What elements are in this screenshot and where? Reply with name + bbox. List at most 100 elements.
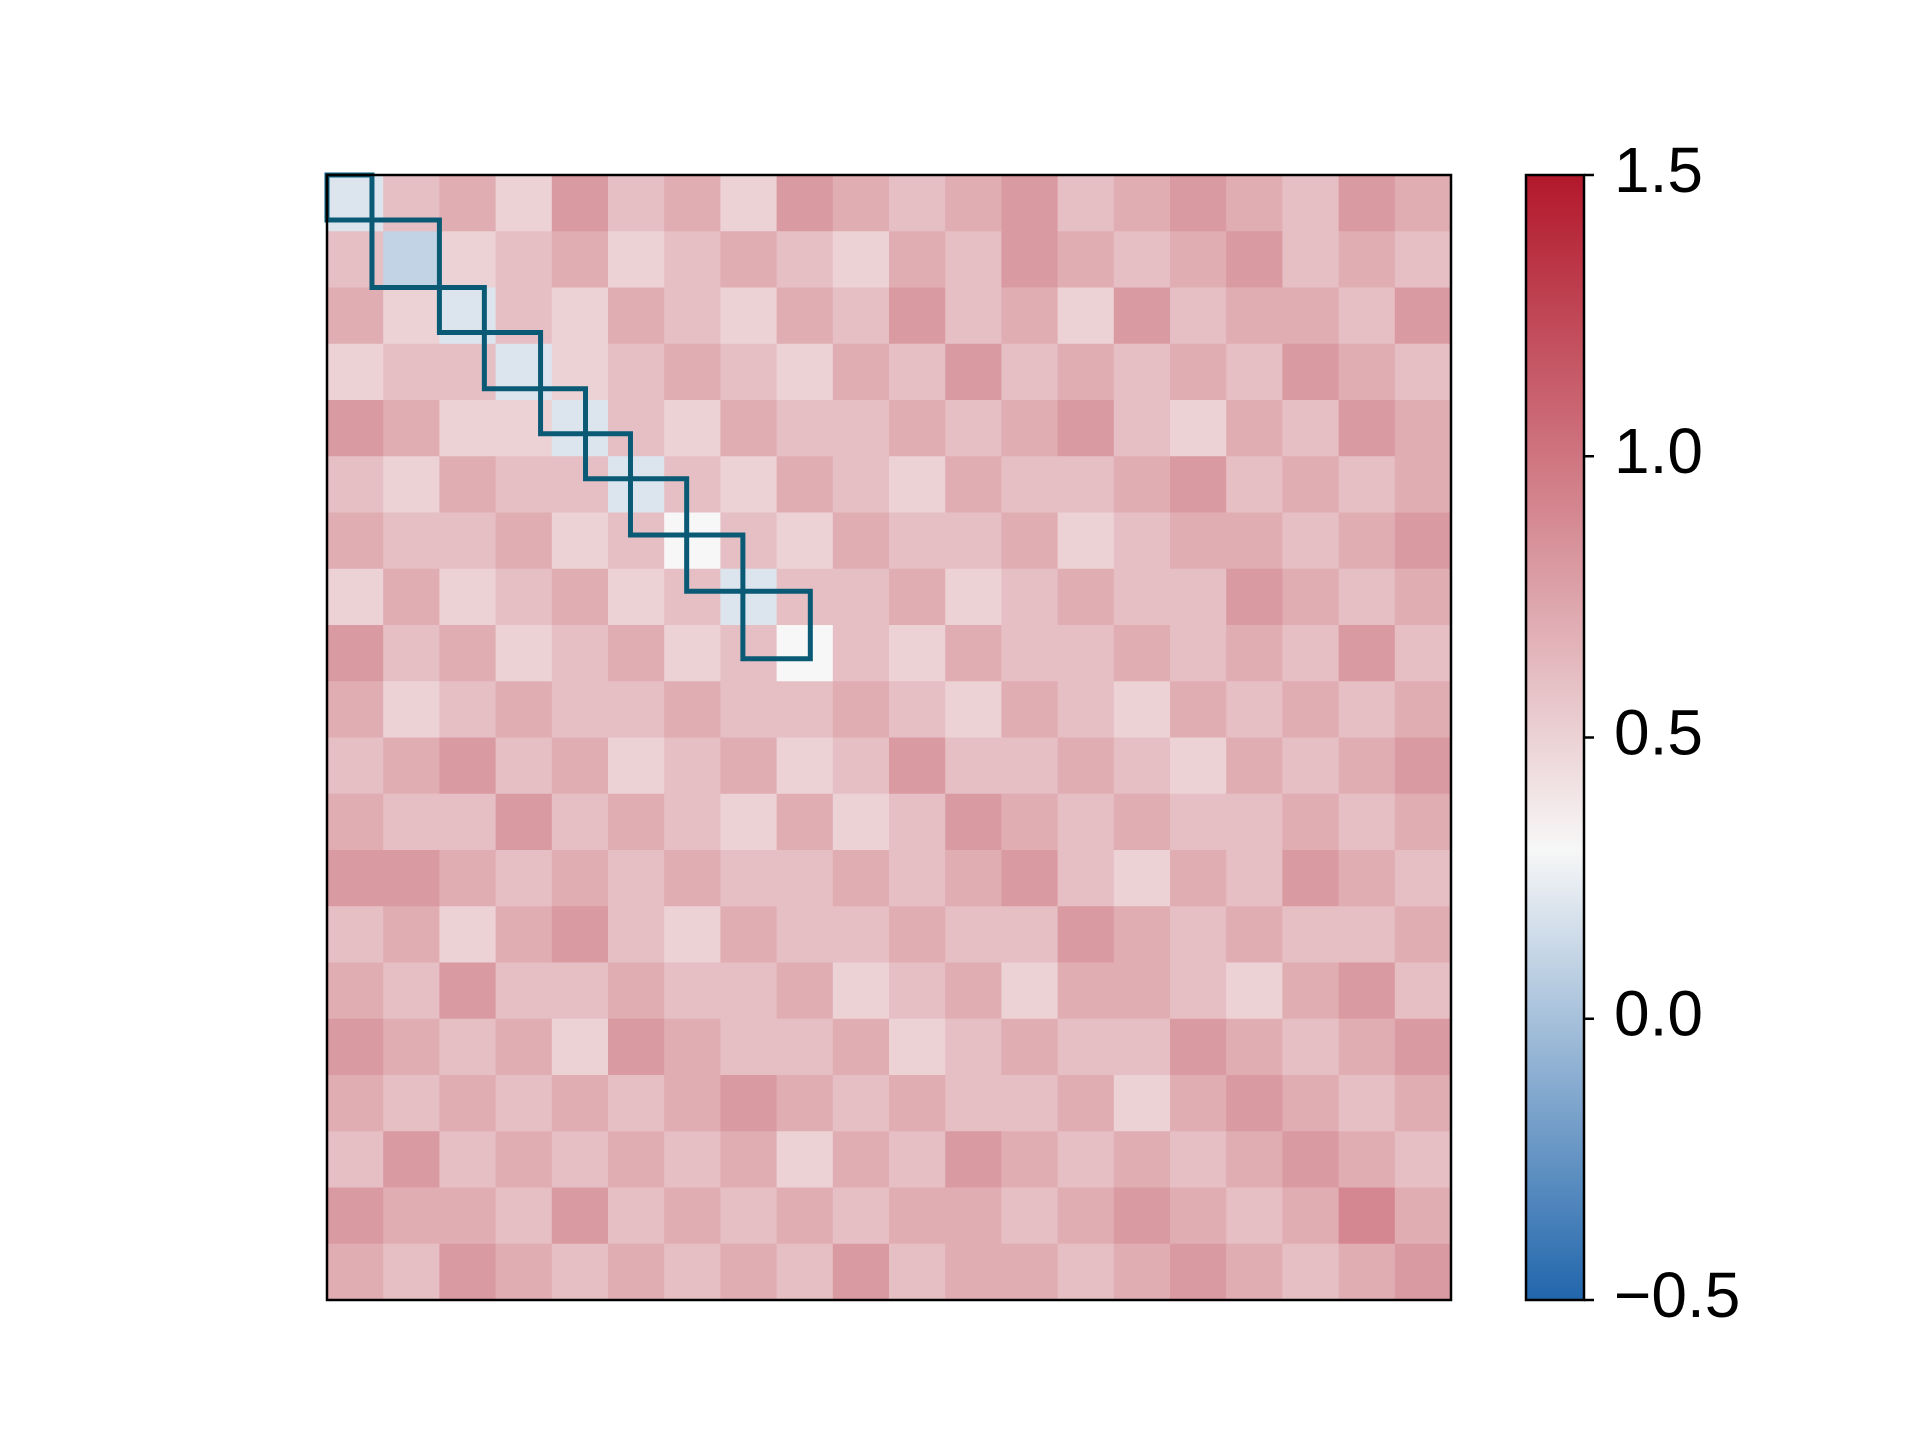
heatmap-cell xyxy=(608,850,665,907)
heatmap-cell xyxy=(720,456,778,513)
heatmap-cell xyxy=(776,793,834,851)
heatmap-cell xyxy=(1338,568,1396,626)
heatmap-cell xyxy=(1001,231,1059,288)
heatmap-cell xyxy=(1226,625,1283,682)
heatmap-cell xyxy=(720,231,778,288)
heatmap-cell xyxy=(776,512,834,570)
heatmap-cell xyxy=(1282,625,1340,682)
heatmap-cell xyxy=(1338,456,1396,513)
heatmap-cell xyxy=(608,1018,665,1076)
heatmap-cell xyxy=(551,962,609,1020)
heatmap-cell xyxy=(608,343,665,401)
heatmap-cell xyxy=(495,512,553,570)
heatmap-cell xyxy=(1282,850,1340,907)
heatmap-cell xyxy=(945,906,1002,963)
heatmap-cell xyxy=(1170,906,1227,963)
heatmap-cell xyxy=(383,400,440,457)
heatmap-cell xyxy=(551,1243,609,1301)
heatmap-cell xyxy=(1057,1243,1115,1301)
heatmap-cell xyxy=(945,343,1002,401)
heatmap-cell xyxy=(776,456,834,513)
heatmap-cell xyxy=(1001,456,1059,513)
heatmap-cell xyxy=(1057,400,1115,457)
heatmap-cell xyxy=(1226,512,1283,570)
heatmap-cell xyxy=(945,1187,1002,1245)
heatmap-cell xyxy=(1282,287,1340,345)
heatmap-cell xyxy=(1282,1018,1340,1076)
heatmap-cell xyxy=(945,1243,1002,1301)
heatmap-cell xyxy=(889,343,946,401)
heatmap-cell xyxy=(608,681,665,738)
heatmap-cell xyxy=(495,962,553,1020)
heatmap-cell xyxy=(1057,568,1115,626)
heatmap-cell xyxy=(832,343,890,401)
heatmap-cell xyxy=(1226,1018,1283,1076)
heatmap-cell xyxy=(1394,681,1452,738)
heatmap-cell xyxy=(551,1187,609,1245)
heatmap-cell xyxy=(664,1018,721,1076)
heatmap-cell xyxy=(608,793,665,851)
heatmap-cell xyxy=(383,1018,440,1076)
colorbar-tick-label: 1.0 xyxy=(1614,415,1703,487)
heatmap-cell xyxy=(608,737,665,795)
heatmap-cell xyxy=(1338,1018,1396,1076)
heatmap-cell xyxy=(608,1131,665,1188)
heatmap-cell xyxy=(889,568,946,626)
heatmap-cell xyxy=(664,231,721,288)
heatmap-cell xyxy=(1057,287,1115,345)
heatmap-cell xyxy=(1282,456,1340,513)
heatmap-cell xyxy=(889,793,946,851)
heatmap-cell xyxy=(1338,400,1396,457)
heatmap-cell xyxy=(1170,343,1227,401)
heatmap-cell xyxy=(551,793,609,851)
heatmap-cell xyxy=(327,1018,384,1076)
heatmap-cell xyxy=(1001,793,1059,851)
heatmap-cell xyxy=(439,287,497,345)
heatmap-cell xyxy=(1001,343,1059,401)
heatmap-cell xyxy=(1394,1018,1452,1076)
heatmap-cell xyxy=(1282,737,1340,795)
heatmap-cell xyxy=(664,400,721,457)
heatmap-cell xyxy=(495,1018,553,1076)
heatmap-cell xyxy=(945,287,1002,345)
block-outline xyxy=(627,476,690,538)
heatmap-cell xyxy=(832,1075,890,1132)
heatmap-cell xyxy=(551,343,609,401)
heatmap-cell xyxy=(664,1075,721,1132)
heatmap-cell xyxy=(1057,962,1115,1020)
heatmap-cell xyxy=(1113,512,1171,570)
heatmap-cell xyxy=(1057,1131,1115,1188)
heatmap-cell xyxy=(1282,962,1340,1020)
heatmap-cell xyxy=(551,175,609,232)
heatmap-cell xyxy=(832,231,890,288)
heatmap-cell xyxy=(1001,906,1059,963)
heatmap-cell xyxy=(439,1018,497,1076)
heatmap-cell xyxy=(720,1018,778,1076)
heatmap-cell xyxy=(1282,793,1340,851)
heatmap-cell xyxy=(1001,287,1059,345)
heatmap-cell xyxy=(327,906,384,963)
heatmap-cell xyxy=(1226,681,1283,738)
heatmap-cell xyxy=(889,400,946,457)
heatmap-cell xyxy=(664,850,721,907)
heatmap-cell xyxy=(327,287,384,345)
heatmap-cell xyxy=(1282,906,1340,963)
heatmap-cell xyxy=(776,962,834,1020)
heatmap-cell xyxy=(551,287,609,345)
heatmap-cell xyxy=(1338,793,1396,851)
heatmap-cell xyxy=(720,1075,778,1132)
heatmap-cell xyxy=(439,1075,497,1132)
heatmap-cell xyxy=(1001,1243,1059,1301)
heatmap-cell xyxy=(720,1187,778,1245)
heatmap-cell xyxy=(776,287,834,345)
heatmap-cell xyxy=(1170,512,1227,570)
heatmap-cell xyxy=(495,1131,553,1188)
heatmap-cell xyxy=(664,681,721,738)
heatmap-cell xyxy=(495,625,553,682)
heatmap-cell xyxy=(664,1243,721,1301)
heatmap-cell xyxy=(383,850,440,907)
block-outline xyxy=(369,217,442,290)
heatmap-cell xyxy=(1113,1131,1171,1188)
heatmap-cell xyxy=(776,681,834,738)
heatmap-cell xyxy=(1113,1075,1171,1132)
